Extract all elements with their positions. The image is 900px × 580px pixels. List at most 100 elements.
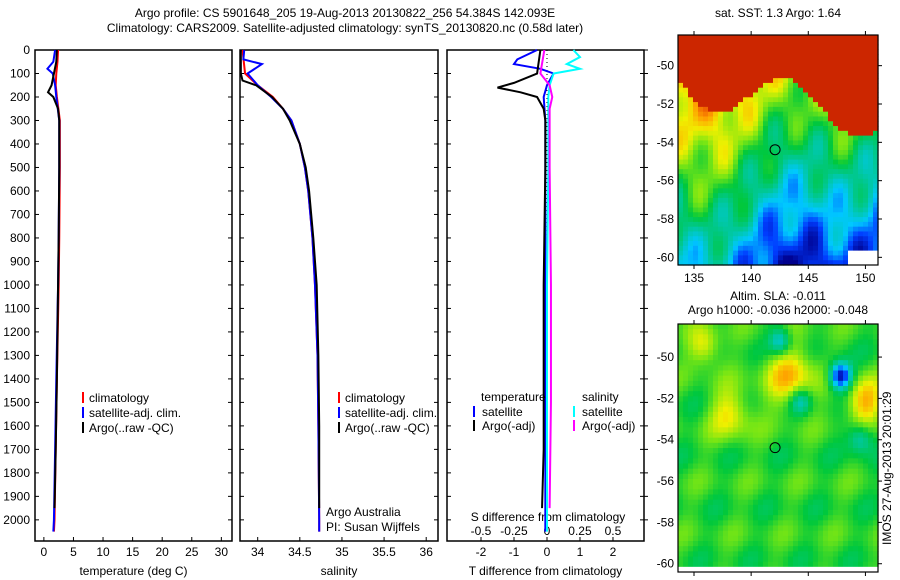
timestamp-label: IMOS 27-Aug-2013 20:01:29 — [880, 391, 894, 545]
lat-tick-label: -54 — [657, 135, 675, 149]
map-cell — [753, 54, 759, 60]
map-cell — [748, 231, 754, 237]
map-cell — [818, 349, 824, 356]
map-cell — [768, 78, 774, 84]
map-cell — [858, 349, 864, 356]
map-cell — [813, 525, 819, 532]
map-cell — [788, 437, 794, 444]
map-cell — [698, 541, 704, 547]
map-cell — [868, 111, 874, 118]
map-cell — [868, 541, 874, 547]
map-cell — [793, 411, 799, 418]
map-cell — [718, 111, 724, 118]
map-cell — [723, 541, 729, 547]
map-cell — [833, 541, 839, 547]
map-cell — [728, 202, 734, 209]
map-cell — [688, 35, 694, 41]
map-cell — [708, 169, 714, 175]
map-cell — [863, 202, 869, 209]
map-cell — [773, 245, 779, 252]
map-cell — [718, 140, 724, 146]
map-cell — [803, 432, 809, 439]
map-cell — [698, 154, 704, 161]
map-cell — [793, 255, 799, 261]
map-cell — [858, 406, 864, 413]
map-cell — [688, 370, 694, 377]
map-cell — [738, 324, 744, 330]
map-cell — [698, 396, 704, 403]
map-cell — [768, 154, 774, 161]
map-cell — [833, 82, 839, 89]
map-cell — [748, 391, 754, 397]
map-cell — [683, 173, 689, 180]
map-cell — [688, 489, 694, 496]
map-cell — [803, 546, 809, 552]
map-cell — [723, 63, 729, 70]
map-cell — [758, 73, 764, 79]
map-cell — [848, 463, 854, 470]
map-cell — [703, 221, 709, 228]
map-cell — [753, 365, 759, 372]
map-cell — [733, 135, 739, 142]
map-cell — [853, 463, 859, 470]
map-cell — [763, 54, 769, 60]
map-cell — [723, 473, 729, 480]
map-cell — [748, 489, 754, 496]
map-cell — [768, 245, 774, 252]
map-cell — [778, 116, 784, 122]
map-cell — [768, 121, 774, 127]
map-cell — [768, 561, 774, 568]
map-cell — [843, 44, 849, 50]
map-cell — [723, 116, 729, 122]
map-cell — [723, 178, 729, 185]
map-cell — [873, 380, 879, 387]
map-cell — [688, 448, 694, 454]
map-cell — [803, 130, 809, 137]
map-cell — [863, 217, 869, 223]
map-cell — [793, 169, 799, 175]
map-cell — [788, 375, 794, 382]
map-cell — [843, 515, 849, 521]
map-cell — [788, 411, 794, 418]
map-cell — [708, 164, 714, 170]
map-cell — [748, 207, 754, 213]
map-cell — [683, 193, 689, 199]
map-cell — [733, 212, 739, 218]
map-cell — [868, 169, 874, 175]
map-cell — [863, 442, 869, 449]
map-cell — [843, 82, 849, 89]
map-cell — [738, 442, 744, 449]
map-cell — [833, 178, 839, 185]
map-cell — [678, 154, 684, 161]
map-cell — [828, 226, 834, 233]
map-cell — [863, 334, 869, 341]
map-cell — [708, 63, 714, 70]
map-cell — [703, 551, 709, 558]
map-cell — [723, 499, 729, 506]
map-cell — [733, 525, 739, 532]
map-cell — [693, 442, 699, 449]
map-cell — [748, 556, 754, 563]
map-cell — [793, 344, 799, 351]
map-cell — [683, 437, 689, 444]
map-cell — [853, 197, 859, 204]
map-cell — [748, 44, 754, 50]
map-cell — [763, 169, 769, 175]
map-cell — [693, 370, 699, 377]
map-cell — [743, 525, 749, 532]
map-cell — [818, 406, 824, 413]
map-cell — [693, 54, 699, 60]
map-cell — [763, 159, 769, 165]
map-cell — [778, 106, 784, 113]
map-cell — [828, 154, 834, 161]
map-cell — [843, 411, 849, 418]
map-cell — [758, 406, 764, 413]
map-cell — [793, 401, 799, 408]
map-cell — [758, 245, 764, 252]
map-cell — [828, 432, 834, 439]
map-cell — [868, 551, 874, 558]
map-cell — [843, 231, 849, 237]
map-cell — [858, 380, 864, 387]
map-cell — [828, 121, 834, 127]
map-cell — [688, 437, 694, 444]
